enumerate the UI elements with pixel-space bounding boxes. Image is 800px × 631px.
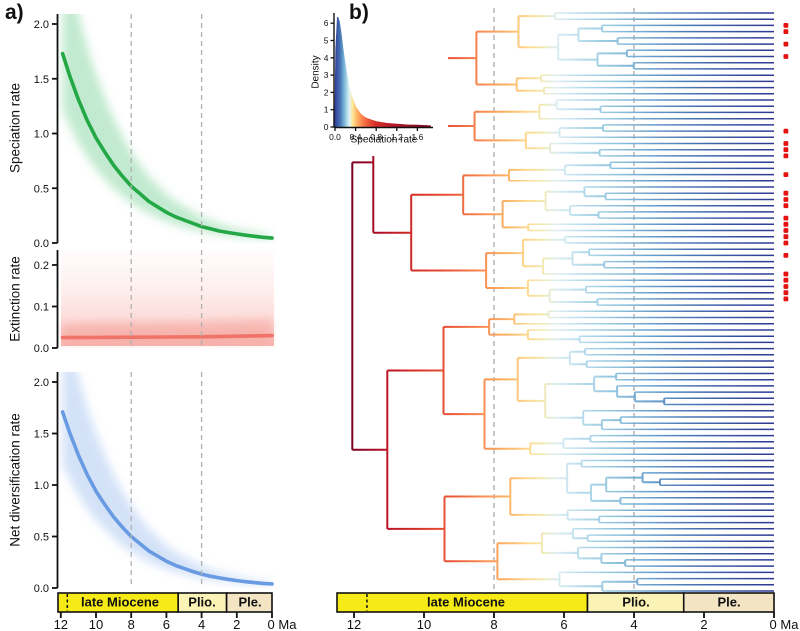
ytick-speciation_rate: 0.0 [34, 238, 49, 250]
red-tip-marker [783, 253, 789, 258]
ytick-extinction_rate: 0.2 [34, 260, 49, 272]
time-axis-tick-label: 6 [560, 617, 567, 631]
red-tip-marker [783, 54, 789, 59]
time-axis-tick-label: 12 [54, 617, 68, 631]
red-tip-marker [783, 23, 789, 28]
subplot-axis-net_diversification_rate: 0.0 0.5 1.0 1.5 2.0 [34, 372, 203, 595]
sampled-tip-markers [783, 23, 789, 302]
time-axis-tick-label: 2 [700, 617, 707, 631]
epoch-bar-panel-b: 12 10 8 6 4 2 0 Ma [336, 592, 800, 631]
subplot-axis-extinction_rate: 0.0 0.1 0.2 [34, 250, 203, 355]
inset-xtick: 0.0 [329, 132, 341, 142]
inset-xtick: 1.6 [411, 132, 423, 142]
time-axis-tick-label: 4 [198, 617, 205, 631]
red-tip-marker [783, 190, 789, 196]
time-axis-tick-label: 8 [128, 617, 135, 631]
inset-ytick: 0 [324, 122, 329, 132]
inset-xtick: 1.2 [391, 132, 403, 142]
ytick-net_diversification_rate: 2.0 [34, 377, 49, 389]
epoch-late-miocene-label-b: late Miocene [426, 594, 506, 610]
red-tip-marker [783, 240, 789, 246]
time-axis-tick-label: 0 Ma [268, 617, 298, 631]
ytick-net_diversification_rate: 0.5 [34, 532, 49, 544]
red-tip-marker [783, 172, 789, 177]
extinction-axis-title: Extinction rate [7, 256, 23, 342]
phylogeny-tree [351, 12, 774, 592]
red-tip-marker [783, 215, 789, 221]
epoch-pleistocene-label-b: Ple. [717, 594, 741, 610]
speciation-axis-title: Speciation rate [7, 82, 23, 174]
ytick-net_diversification_rate: 0.0 [34, 583, 49, 595]
inset-ytick: 2 [324, 87, 329, 97]
netdiv-axis-title: Net diversification rate [7, 413, 23, 547]
red-tip-marker [783, 284, 789, 289]
red-tip-marker [783, 29, 789, 34]
red-tip-marker [783, 197, 789, 202]
ci-band-net_diversification_rate [62, 372, 272, 586]
red-tip-marker [783, 228, 789, 233]
inset-speciation-axis-title: Speciation rate [350, 134, 418, 146]
ci-band-speciation_rate [62, 14, 272, 240]
red-tip-marker [783, 290, 789, 296]
ytick-speciation_rate: 0.5 [34, 183, 49, 195]
time-axis-tick-label: 2 [233, 617, 240, 631]
panel-b-label: b) [349, 1, 369, 24]
red-tip-marker [783, 271, 789, 277]
tree-internal-branches [351, 13, 666, 591]
red-tip-marker [783, 128, 789, 134]
subplot-net_diversification_rate [60, 372, 274, 586]
red-tip-marker [783, 234, 789, 240]
red-tip-marker [783, 221, 789, 227]
ytick-extinction_rate: 0.1 [34, 302, 49, 314]
subplot-axis-speciation_rate: 0.0 0.5 1.0 1.5 2.0 [34, 14, 203, 250]
epoch-segment-ple [225, 592, 273, 613]
red-tip-marker [783, 41, 789, 47]
ytick-speciation_rate: 2.0 [34, 19, 49, 31]
subplot-extinction_rate [60, 251, 274, 346]
epoch-pliocene-label-b: Plio. [622, 594, 650, 610]
ytick-extinction_rate: 0.0 [34, 343, 49, 355]
ytick-net_diversification_rate: 1.5 [34, 429, 49, 441]
curve-extinction_rate [60, 333, 274, 340]
time-axis-tick-label: 10 [417, 617, 431, 631]
panel-a-label: a) [5, 1, 24, 24]
inset-xtick: 0.4 [350, 132, 362, 142]
ytick-speciation_rate: 1.0 [34, 129, 49, 141]
red-tip-marker [783, 153, 789, 159]
epoch-pliocene-label-a: Plio. [188, 594, 216, 610]
curve-speciation_rate [60, 51, 274, 240]
time-axis-tick-label: 4 [630, 617, 637, 631]
inset-ytick: 3 [324, 70, 329, 80]
red-tip-marker [783, 296, 789, 302]
inset-xtick: 0.8 [370, 132, 382, 142]
epoch-pleistocene-label-a: Ple. [238, 594, 262, 610]
ytick-net_diversification_rate: 1.0 [34, 480, 49, 492]
time-axis-tick-label: 12 [347, 617, 361, 631]
density-area [334, 16, 431, 128]
time-axis-tick-label: 6 [163, 617, 170, 631]
epoch-bar-panel-a: 12 10 8 6 4 2 0 Ma [54, 592, 298, 631]
red-tip-marker [783, 147, 789, 153]
time-axis-tick-label: 0 Ma [770, 617, 800, 631]
red-tip-marker [783, 277, 789, 283]
inset-ytick: 4 [324, 53, 329, 63]
inset-ytick: 1 [324, 105, 329, 115]
epoch-segment-ple [682, 592, 775, 613]
inset-density-axis-title: Density [310, 55, 322, 89]
ytick-speciation_rate: 1.5 [34, 74, 49, 86]
inset-ytick: 6 [324, 18, 329, 28]
inset-density-plot: 0 1 2 3 4 5 6 0.0 0.4 0.8 1.2 1.6 [324, 13, 433, 142]
tree-tip-branches [509, 12, 774, 592]
inset-bg [306, 0, 448, 156]
curve-net_diversification_rate [60, 410, 274, 586]
red-tip-marker [783, 203, 789, 209]
inset-ytick: 5 [324, 36, 329, 46]
time-axis-tick-label: 10 [89, 617, 103, 631]
red-tip-marker [783, 141, 789, 146]
subplot-speciation_rate [60, 14, 274, 240]
time-axis-tick-label: 8 [490, 617, 497, 631]
epoch-late-miocene-label-a: late Miocene [80, 594, 160, 610]
